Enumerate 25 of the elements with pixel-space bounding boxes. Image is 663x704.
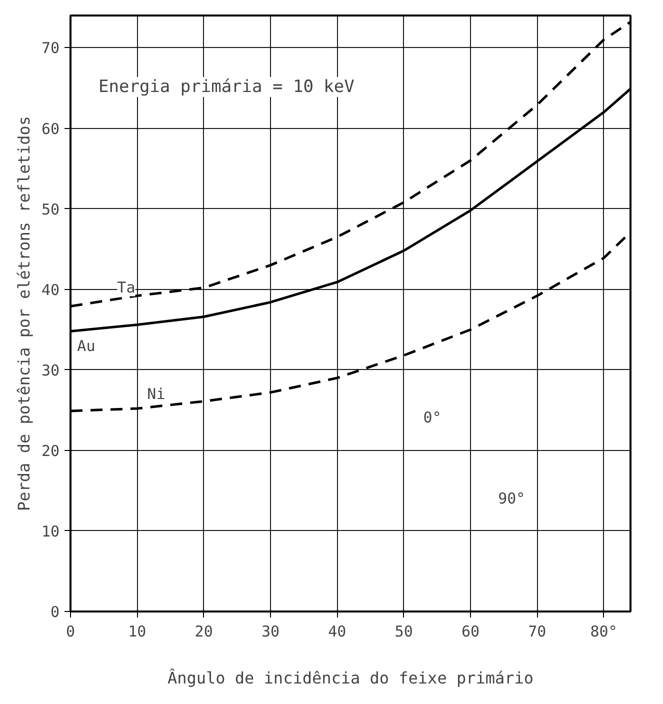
- y-axis-title: Perda de potência por elétrons refletidos: [14, 116, 34, 511]
- series-label: Au: [77, 337, 96, 356]
- series-label: Ni: [147, 384, 166, 403]
- x-tick-label: 20: [194, 622, 213, 640]
- y-tick-label: 20: [41, 442, 60, 460]
- y-tick-label: 70: [41, 39, 60, 58]
- y-tick-label: 50: [41, 200, 60, 218]
- x-axis-title: Ângulo de incidência do feixe primário: [167, 668, 534, 688]
- series-label: Ta: [117, 278, 136, 296]
- y-tick-label: 10: [41, 522, 60, 540]
- x-tick-label: 70: [528, 622, 546, 640]
- x-tick-label: 40: [328, 622, 346, 640]
- y-tick-label: 30: [41, 361, 60, 380]
- x-tick-label: 0: [66, 622, 76, 640]
- annotation: 0°: [423, 408, 442, 427]
- annotation: 90°: [498, 489, 526, 508]
- y-tick-label: 60: [41, 120, 60, 138]
- x-tick-label: 50: [394, 622, 413, 640]
- annotation: Energia primária = 10 keV: [98, 77, 354, 98]
- x-tick-label: 10: [128, 622, 146, 640]
- x-tick-label: 60: [461, 622, 480, 640]
- x-tick-label: 80°: [590, 622, 618, 640]
- y-tick-label: 40: [41, 280, 60, 299]
- y-tick-label: 0: [50, 603, 60, 621]
- x-tick-label: 30: [261, 622, 280, 640]
